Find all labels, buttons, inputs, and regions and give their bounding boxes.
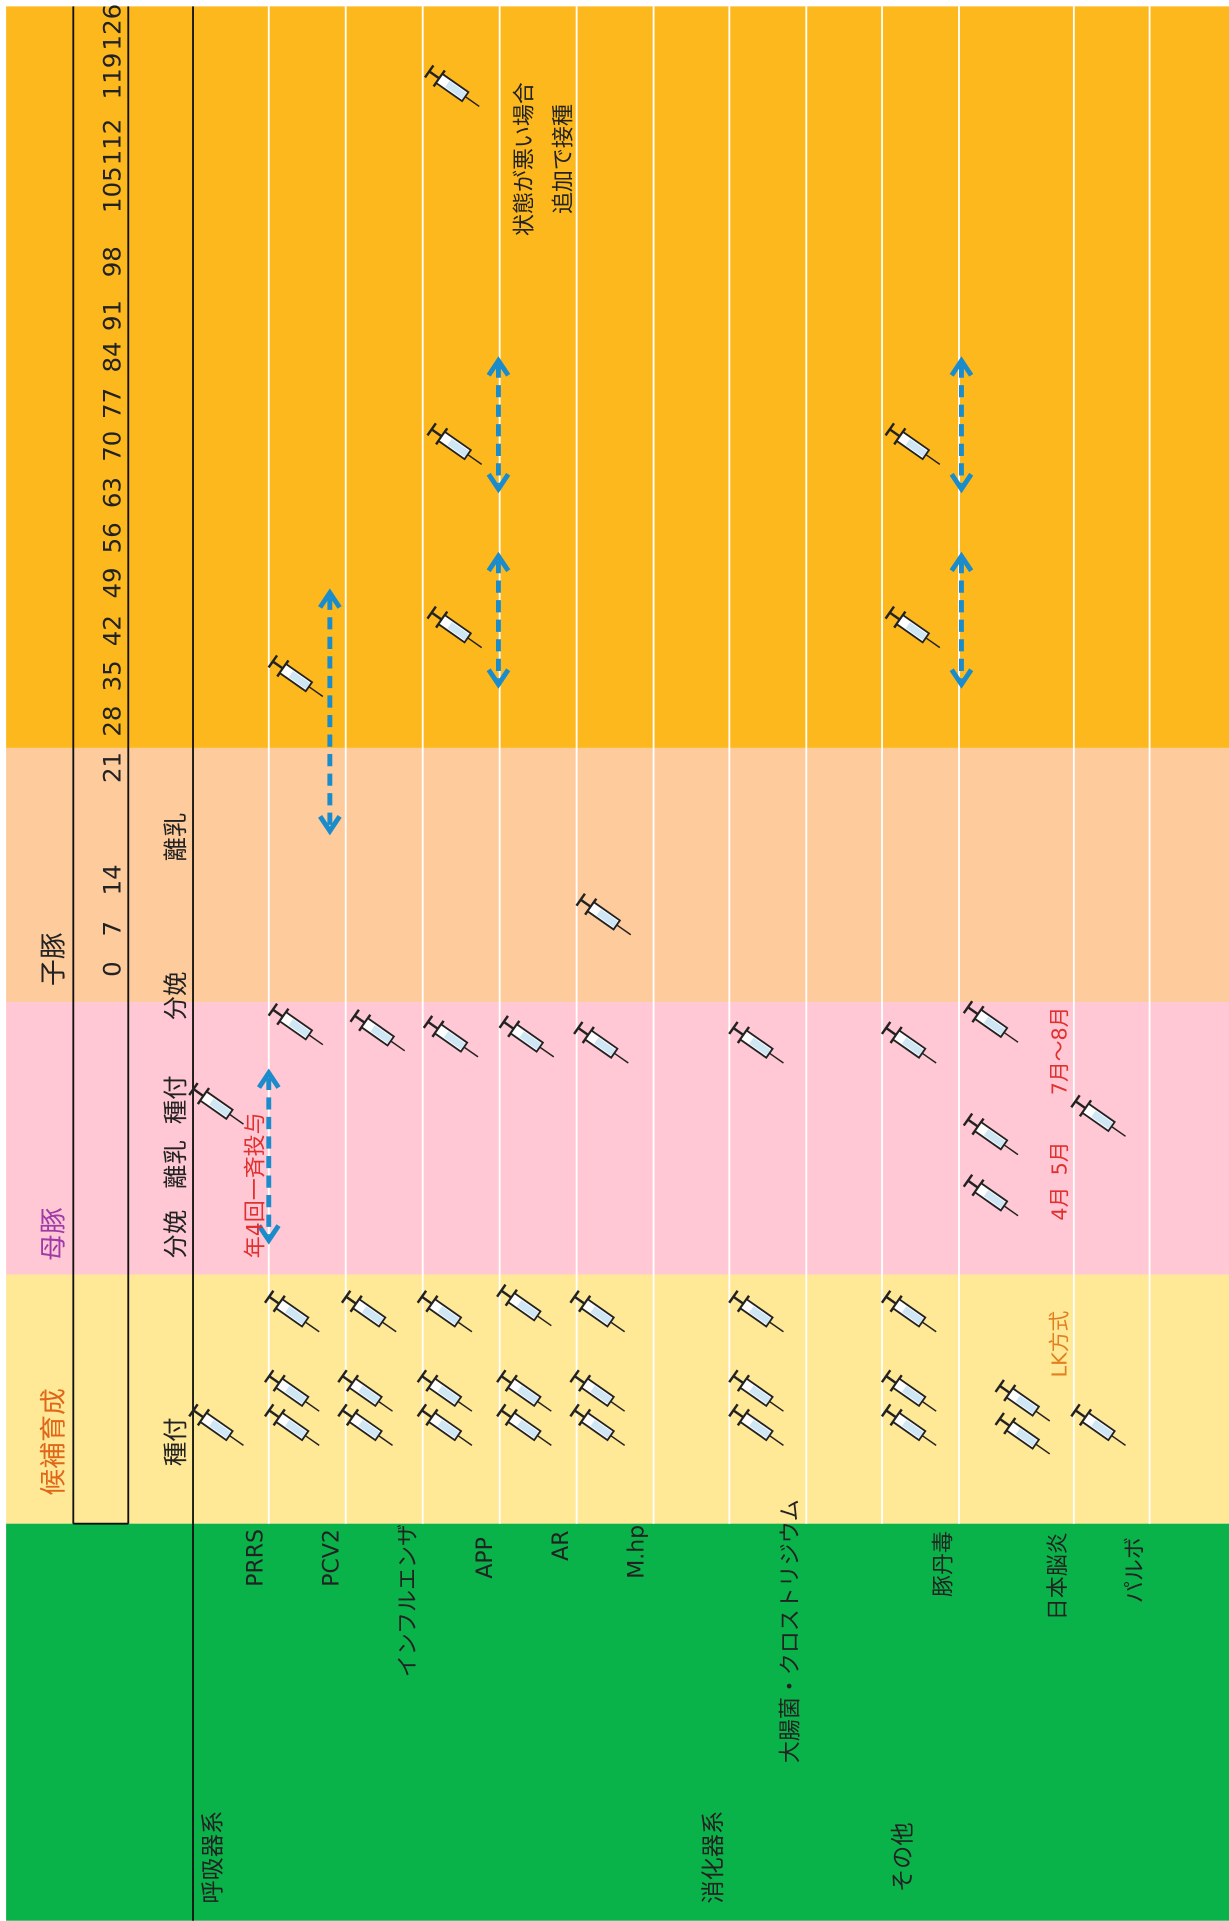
note: 追加で接種 — [551, 104, 576, 214]
row-label: 豚丹毒 — [931, 1531, 956, 1597]
header: 母豚 — [38, 1207, 69, 1261]
day-label: 28 — [98, 706, 127, 737]
note: LK方式 — [1047, 1311, 1071, 1378]
interval-arrows — [256, 356, 974, 1245]
row-label: インフルエンザ — [396, 1524, 421, 1677]
header: 候補育成 — [38, 1388, 69, 1495]
band-candidate — [6, 1274, 1229, 1524]
row-label: 日本脳炎 — [1046, 1532, 1071, 1620]
day-label: 112 — [98, 119, 127, 166]
day-label: 14 — [98, 864, 127, 895]
event-label: 離乳 — [161, 813, 190, 862]
row-label: パルボ — [1123, 1537, 1148, 1603]
header: 子豚 — [38, 932, 69, 986]
category-label: 消化器系 — [700, 1811, 727, 1904]
row-label: PCV2 — [319, 1529, 344, 1587]
arrow-head — [256, 1068, 281, 1089]
event-label: 種付 — [161, 1075, 190, 1124]
band-labels — [6, 1523, 1229, 1921]
arrow-head — [949, 472, 974, 494]
arrow-head — [256, 1224, 281, 1245]
arrow-head — [486, 551, 511, 573]
note: 5月 — [1047, 1141, 1071, 1175]
day-label: 56 — [98, 522, 127, 553]
event-label: 離乳 — [161, 1140, 190, 1189]
event-label: 種付 — [161, 1417, 190, 1466]
day-label: 70 — [98, 431, 127, 462]
row-label: APP — [473, 1537, 498, 1579]
day-label: 63 — [98, 477, 127, 508]
row-label: 大腸菌・クロストリジウム — [779, 1499, 804, 1763]
category-label: 呼吸器系 — [199, 1811, 226, 1904]
arrow-head — [949, 668, 974, 689]
event-label: 分娩 — [161, 1210, 190, 1259]
day-label: 77 — [98, 388, 127, 419]
day-label: 35 — [98, 660, 127, 691]
day-label: 0 — [98, 961, 127, 977]
arrow-head — [949, 356, 974, 377]
arrow-head — [318, 814, 342, 836]
arrow-head — [949, 551, 974, 573]
arrow-head — [486, 472, 511, 494]
day-label: 91 — [98, 300, 127, 331]
row-label: PRRS — [244, 1529, 269, 1587]
band-piglet — [6, 747, 1229, 1003]
row-lines — [267, 6, 1151, 1524]
band-sow — [6, 1002, 1229, 1275]
row-label: M.hp — [625, 1525, 650, 1579]
arrow-head — [486, 668, 511, 689]
category-label: その他 — [890, 1822, 917, 1892]
day-label: 119 — [98, 53, 127, 100]
note: 状態が悪い場合 — [512, 82, 537, 236]
day-label: 42 — [98, 615, 127, 646]
event-label: 分娩 — [161, 971, 190, 1020]
arrow-head — [318, 588, 342, 609]
row-label: AR — [549, 1531, 574, 1561]
day-label: 84 — [98, 341, 127, 372]
note: 7月～8月 — [1047, 1007, 1071, 1096]
day-label: 98 — [98, 246, 127, 277]
day-label: 49 — [98, 567, 127, 598]
arrow-head — [486, 356, 511, 377]
day-label: 126 — [98, 4, 127, 51]
day-label: 7 — [98, 921, 127, 937]
band-grower — [6, 6, 1229, 748]
note: 4月 — [1047, 1187, 1071, 1221]
note: 年4回一斉投与 — [244, 1112, 269, 1258]
day-label: 105 — [98, 166, 127, 213]
day-label: 21 — [98, 752, 127, 783]
frame-lines — [72, 6, 194, 1921]
